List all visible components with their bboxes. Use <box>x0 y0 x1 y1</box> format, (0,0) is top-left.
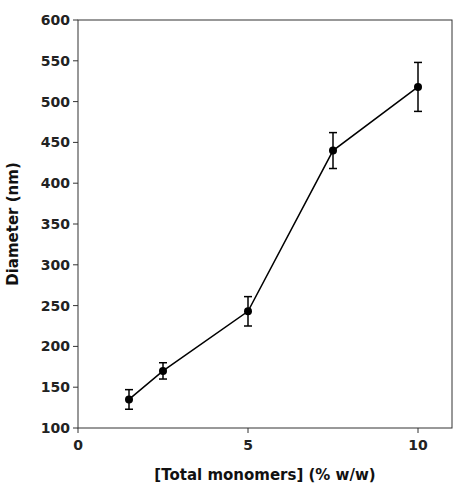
error-bar-cap <box>244 296 252 298</box>
y-tick-label: 250 <box>41 298 70 314</box>
data <box>125 62 422 409</box>
marker <box>329 147 337 155</box>
y-tick-label: 550 <box>41 53 70 69</box>
axes: 0 5 10 100 150 200 250 300 350 400 450 500 550 600 <box>41 12 428 453</box>
y-tick <box>73 183 78 184</box>
y-tick <box>73 346 78 347</box>
y-tick <box>73 101 78 102</box>
error-bar-cap <box>414 62 422 64</box>
y-tick-label: 300 <box>41 257 70 273</box>
y-tick <box>73 264 78 265</box>
error-bar-cap <box>244 325 252 327</box>
error-bar-cap <box>159 378 167 380</box>
marker <box>244 307 252 315</box>
y-tick-label: 100 <box>41 420 70 436</box>
x-tick <box>248 428 249 433</box>
x-tick <box>78 428 79 433</box>
plot-frame <box>78 20 452 428</box>
y-tick-label: 450 <box>41 134 70 150</box>
x-tick <box>418 428 419 433</box>
marker <box>414 83 422 91</box>
y-tick-label: 350 <box>41 216 70 232</box>
error-bar-cap <box>125 389 133 391</box>
y-tick-label: 400 <box>41 175 70 191</box>
error-bar-cap <box>159 362 167 364</box>
y-tick <box>73 224 78 225</box>
error-bar-cap <box>329 168 337 170</box>
error-bar-cap <box>125 408 133 410</box>
y-tick <box>73 60 78 61</box>
x-tick-label: 0 <box>73 437 83 453</box>
error-bar-cap <box>414 111 422 113</box>
y-tick-label: 600 <box>41 12 70 28</box>
x-tick-label: 5 <box>243 437 253 453</box>
error-bar <box>159 363 167 379</box>
y-tick-label: 200 <box>41 338 70 354</box>
y-tick <box>73 20 78 21</box>
chart-container: 0 5 10 100 150 200 250 300 350 400 450 500 550 600 [To… <box>0 0 474 494</box>
error-bar-cap <box>329 132 337 134</box>
y-tick-label: 150 <box>41 379 70 395</box>
x-axis-label: [Total monomers] (% w/w) <box>154 466 375 484</box>
y-tick <box>73 305 78 306</box>
marker <box>159 367 167 375</box>
chart: 0 5 10 100 150 200 250 300 350 400 450 500 550 600 [To… <box>0 0 474 494</box>
y-tick <box>73 428 78 429</box>
x-tick-label: 10 <box>408 437 428 453</box>
line <box>129 87 418 400</box>
y-tick <box>73 142 78 143</box>
error-bar <box>125 390 133 410</box>
error-bar <box>244 297 252 326</box>
marker <box>125 395 133 403</box>
y-tick-label: 500 <box>41 94 70 110</box>
y-axis-label: Diameter (nm) <box>4 162 22 286</box>
error-bar <box>329 133 337 169</box>
error-bar <box>414 62 422 111</box>
y-tick <box>73 387 78 388</box>
